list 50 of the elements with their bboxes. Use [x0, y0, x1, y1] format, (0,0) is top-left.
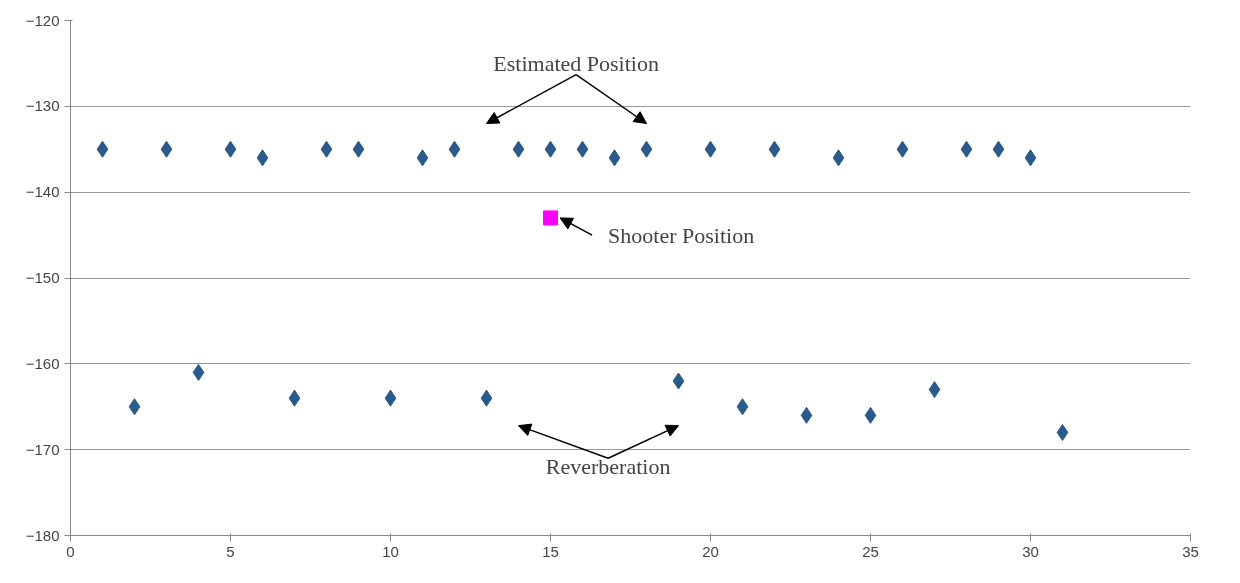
point	[256, 149, 269, 167]
y-tick-label: −170	[25, 440, 60, 458]
y-tick-label: −130	[25, 97, 60, 115]
point	[928, 381, 941, 399]
point	[1024, 149, 1037, 167]
point	[288, 389, 301, 407]
point	[416, 149, 429, 167]
point	[832, 149, 845, 167]
point	[480, 389, 493, 407]
y-tick-label: −140	[25, 183, 60, 201]
y-tick-label: −160	[25, 354, 60, 372]
y-tick-label: −120	[25, 11, 60, 29]
point	[864, 406, 877, 424]
point	[608, 149, 621, 167]
point	[224, 140, 237, 158]
point	[768, 140, 781, 158]
point	[672, 372, 685, 390]
point	[896, 140, 909, 158]
point	[1056, 424, 1069, 441]
x-tick-label: 10	[382, 542, 399, 560]
point	[352, 140, 365, 158]
point	[320, 140, 333, 158]
x-tick-label: 5	[226, 542, 235, 560]
x-tick-label: 0	[66, 542, 75, 560]
x-tick-label: 30	[1022, 542, 1039, 560]
point	[160, 140, 173, 158]
point	[736, 398, 749, 416]
y-tick-label: −180	[25, 526, 60, 544]
point	[512, 140, 525, 158]
x-tick-label: 15	[542, 542, 559, 560]
point	[704, 140, 717, 158]
annotation: Reverberation	[545, 454, 671, 480]
y-tick-label: −150	[25, 269, 60, 286]
point	[128, 398, 141, 416]
x-tick-label: 20	[702, 542, 719, 560]
point	[800, 406, 813, 424]
point	[96, 140, 109, 158]
point	[192, 363, 205, 381]
point	[384, 389, 397, 407]
point	[640, 140, 653, 158]
point	[576, 140, 589, 158]
annotation: Estimated Position	[493, 50, 659, 76]
x-tick-label: 35	[1182, 542, 1199, 560]
point	[544, 140, 557, 158]
point	[448, 140, 461, 158]
annotation: Shooter Position	[608, 222, 755, 248]
point	[960, 140, 973, 158]
x-tick-label: 25	[862, 542, 879, 560]
point	[992, 140, 1005, 158]
point	[543, 210, 558, 226]
